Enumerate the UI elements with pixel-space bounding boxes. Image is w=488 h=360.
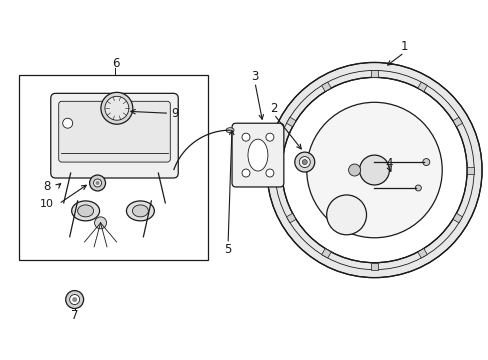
Text: 7: 7 — [71, 309, 78, 322]
Circle shape — [326, 195, 366, 235]
Ellipse shape — [132, 205, 148, 217]
Ellipse shape — [126, 201, 154, 221]
Ellipse shape — [225, 128, 234, 133]
Polygon shape — [286, 117, 295, 127]
Polygon shape — [370, 71, 377, 77]
Text: 9: 9 — [171, 107, 179, 120]
Bar — [19, 75, 208, 260]
Circle shape — [72, 297, 77, 302]
Polygon shape — [370, 263, 377, 270]
Circle shape — [422, 159, 429, 166]
Polygon shape — [321, 82, 330, 91]
Polygon shape — [452, 213, 462, 223]
Text: 10: 10 — [40, 199, 54, 209]
Polygon shape — [452, 117, 462, 127]
Text: 3: 3 — [251, 70, 258, 83]
Circle shape — [94, 217, 106, 229]
Text: 1: 1 — [400, 40, 407, 53]
Circle shape — [359, 155, 388, 185]
Polygon shape — [274, 167, 281, 174]
Circle shape — [265, 169, 273, 177]
Circle shape — [242, 133, 249, 141]
Text: 8: 8 — [43, 180, 50, 193]
Circle shape — [242, 169, 249, 177]
Text: 2: 2 — [269, 102, 277, 115]
Text: 4: 4 — [385, 157, 392, 170]
FancyBboxPatch shape — [232, 123, 283, 187]
Text: 6: 6 — [112, 57, 119, 70]
Circle shape — [306, 102, 441, 238]
Circle shape — [65, 291, 83, 309]
Circle shape — [101, 92, 133, 124]
Polygon shape — [417, 248, 427, 258]
Circle shape — [299, 157, 309, 167]
Circle shape — [105, 96, 128, 120]
Circle shape — [348, 164, 360, 176]
Text: 5: 5 — [224, 243, 231, 256]
Wedge shape — [266, 62, 481, 278]
Polygon shape — [417, 82, 427, 91]
Circle shape — [302, 159, 306, 165]
Circle shape — [93, 179, 102, 187]
Circle shape — [265, 133, 273, 141]
Polygon shape — [466, 167, 473, 174]
FancyBboxPatch shape — [51, 93, 178, 178]
Circle shape — [414, 185, 421, 191]
Circle shape — [69, 294, 80, 305]
Polygon shape — [286, 213, 295, 223]
Circle shape — [62, 118, 73, 128]
Circle shape — [89, 175, 105, 191]
Ellipse shape — [247, 139, 267, 171]
Circle shape — [95, 181, 100, 185]
FancyBboxPatch shape — [59, 101, 170, 162]
Polygon shape — [321, 248, 330, 258]
Ellipse shape — [78, 205, 93, 217]
Ellipse shape — [72, 201, 100, 221]
Circle shape — [294, 152, 314, 172]
